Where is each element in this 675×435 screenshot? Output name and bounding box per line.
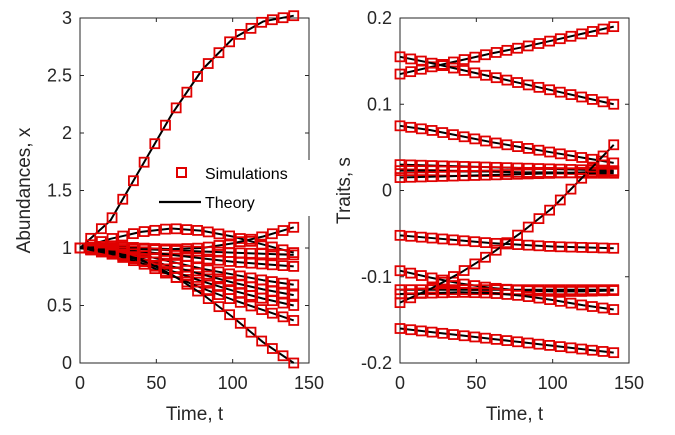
x-tick-label: 150 bbox=[614, 373, 644, 393]
x-tick-label: 0 bbox=[395, 373, 405, 393]
series bbox=[396, 266, 619, 296]
x-tick-label: 50 bbox=[146, 373, 166, 393]
x-axis-label: Time, t bbox=[166, 404, 224, 425]
theory-line bbox=[400, 57, 614, 104]
x-tick-label: 100 bbox=[538, 373, 568, 393]
x-tick-label: 0 bbox=[75, 373, 85, 393]
series bbox=[396, 22, 619, 78]
y-tick-label: 0 bbox=[382, 181, 392, 201]
y-tick-label: 3 bbox=[62, 8, 72, 28]
legend-theory-label: Theory bbox=[205, 195, 255, 212]
right-panel: 0 50 100 150 -0.2 -0.1 0 0.1 0.2 Time, t Traits, s bbox=[334, 8, 644, 425]
y-tick-label: -0.1 bbox=[361, 267, 392, 287]
legend-simulations-label: Simulations bbox=[205, 166, 288, 183]
left-panel: 0 50 100 150 0 0.5 1 1.5 2 2.5 3 Time, t Abundances,… bbox=[14, 8, 324, 425]
y-tick-label: 0.1 bbox=[367, 94, 392, 114]
y-tick-label: 2.5 bbox=[47, 66, 72, 86]
legend: Simulations Theory bbox=[150, 160, 317, 216]
series bbox=[396, 324, 619, 357]
y-tick-label: 2 bbox=[62, 123, 72, 143]
y-tick-label: -0.2 bbox=[361, 353, 392, 373]
y-tick-label: 0.2 bbox=[367, 8, 392, 28]
series bbox=[76, 11, 299, 252]
theory-line bbox=[400, 126, 614, 163]
y-tick-label: 0 bbox=[62, 353, 72, 373]
y-axis-label: Abundances, x bbox=[14, 127, 35, 253]
x-tick-label: 50 bbox=[466, 373, 486, 393]
y-tick-label: 0.5 bbox=[47, 296, 72, 316]
y-tick-label: 1.5 bbox=[47, 181, 72, 201]
y-tick-label: 1 bbox=[62, 238, 72, 258]
x-tick-label: 150 bbox=[294, 373, 324, 393]
y-axis-label: Traits, s bbox=[334, 157, 355, 224]
theory-line bbox=[400, 329, 614, 353]
series bbox=[396, 52, 619, 108]
x-tick-label: 100 bbox=[218, 373, 248, 393]
x-axis-label: Time, t bbox=[486, 404, 544, 425]
